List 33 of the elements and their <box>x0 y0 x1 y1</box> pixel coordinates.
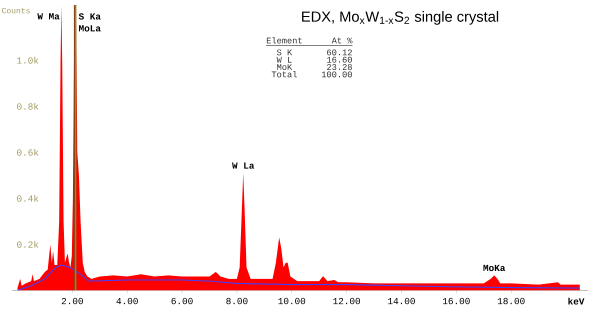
y-tick-label: 0.4k <box>17 194 38 202</box>
x-tick-label: 4.00 <box>116 298 138 304</box>
y-tick-label: 0.8k <box>17 102 38 110</box>
annotation: At % <box>332 38 352 44</box>
x-tick-label: 14.00 <box>388 298 415 304</box>
x-tick-label: 2.00 <box>62 298 83 304</box>
annotation: Total <box>272 70 297 78</box>
x-tick-label: 12.00 <box>333 298 360 304</box>
y-tick-label: 0.2k <box>17 240 38 248</box>
annotation: 23.28 <box>327 64 352 70</box>
x-tick-label: 10.00 <box>278 298 306 304</box>
x-tick-label: 16.00 <box>443 298 470 304</box>
annotation: W L <box>276 56 292 63</box>
annotation: MoK <box>277 64 292 70</box>
chart-title: EDX, Mo$_{x}$W$_{1-x}$S$_{2}$ single crystal <box>302 11 498 25</box>
y-tick-label: 0.6k <box>17 148 38 156</box>
x-tick-label: 8.00 <box>226 298 248 304</box>
annotation: W Ma <box>37 13 60 20</box>
annotation: S K <box>276 49 292 56</box>
annotation: MoLa <box>79 25 101 32</box>
annotation: 60.12 <box>327 49 352 56</box>
annotation: MoKa <box>483 264 506 272</box>
line-series <box>16 264 580 290</box>
annotation: 16.60 <box>327 56 352 63</box>
annotation: 100.00 <box>322 71 352 78</box>
annotation: Element <box>266 37 302 44</box>
x-tick-label: 6.00 <box>172 298 193 304</box>
y-tick-label: 1.0k <box>17 56 38 64</box>
annotation: W La <box>232 162 254 169</box>
x-tick-label: 18.00 <box>498 298 525 304</box>
y-axis-title: Counts <box>2 8 30 14</box>
annotation: S Ka <box>78 13 101 20</box>
x-axis-title: keV <box>568 298 584 305</box>
